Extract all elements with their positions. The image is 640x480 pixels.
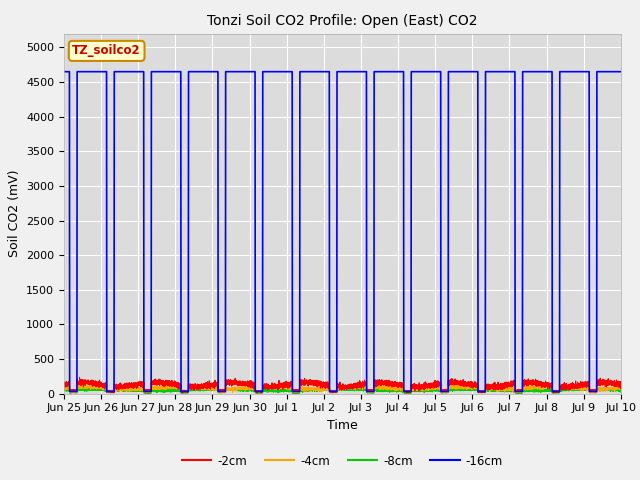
Legend: -2cm, -4cm, -8cm, -16cm: -2cm, -4cm, -8cm, -16cm bbox=[177, 450, 508, 472]
Title: Tonzi Soil CO2 Profile: Open (East) CO2: Tonzi Soil CO2 Profile: Open (East) CO2 bbox=[207, 14, 477, 28]
Y-axis label: Soil CO2 (mV): Soil CO2 (mV) bbox=[8, 170, 20, 257]
X-axis label: Time: Time bbox=[327, 419, 358, 432]
Text: TZ_soilco2: TZ_soilco2 bbox=[72, 44, 141, 58]
